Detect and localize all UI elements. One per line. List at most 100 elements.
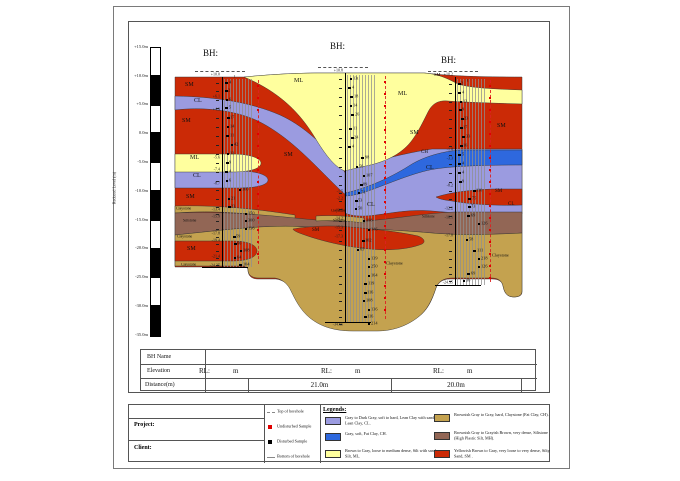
undisturbed-sample-marker [256,193,260,196]
sample-depth-tick [216,145,219,146]
legend-text: Gray, soft, Fat Clay, CH. [345,432,387,437]
scale-bar-segment [150,47,161,76]
rl-label-3: RL: [433,367,444,375]
sample-depth-tick [449,199,452,200]
disturbed-sample-marker [457,82,461,86]
n-value-label: 65 [360,247,365,253]
bottom-of-borehole-line [202,267,248,268]
sample-depth-tick [216,199,219,200]
undisturbed-sample-marker [488,241,492,244]
sample-depth-tick [449,146,452,147]
disturbed-sample-marker [473,249,476,253]
undisturbed-sample-marker [488,109,492,112]
distance-1: 21.0m [310,381,329,389]
disturbed-sample-marker [473,189,476,193]
n-value-label: 50 [358,206,363,212]
n-value-label: 108 [243,248,250,254]
undisturbed-sample-marker [488,145,492,148]
unit-label: ML [190,154,199,161]
sample-depth-tick [216,172,219,173]
sample-depth-tick [216,190,219,191]
scale-tick-label: -30.0m [135,303,148,309]
n-value-label: 13 [462,99,468,105]
scale-tick-label: +15.0m [134,44,148,50]
sample-depth-tick [339,167,342,168]
unit-label: SM [312,227,320,232]
borehole-hatch-line [475,79,476,285]
n-value-label: 18 [353,94,358,100]
n-value-label: 53 [358,198,363,204]
water-table-mark: T [233,75,237,79]
disturbed-sample-marker [367,274,371,278]
scale-tick-label: 0.0m [138,130,148,136]
unit-label: Claystone [177,234,193,239]
unit-label: ML [294,77,303,84]
sample-depth-tick [339,106,342,107]
water-table-mark: T [466,79,470,83]
n-value-label: 108 [366,218,373,224]
elevation-mark: +10.0 [210,72,220,78]
disturbed-sample-marker [477,222,481,226]
legend-text: Yellowish Brown to Gray, very loose to v… [454,449,550,459]
n-value-label: 59 [236,234,241,240]
borehole-hatch-line [374,75,375,322]
disturbed-sample-marker [350,95,353,99]
sample-depth-tick [449,155,452,156]
n-value-label: 73 [471,204,476,210]
undisturbed-sample-marker [256,133,260,136]
disturbed-sample-marker [233,242,237,246]
table-label-bhname: BH Name [147,354,172,360]
sample-depth-tick [339,79,342,80]
disturbed-sample-marker [239,263,242,267]
rl-value-2: m [355,367,361,375]
sample-depth-tick [216,237,219,238]
undisturbed-sample-marker [256,109,260,112]
disturbed-sample-marker [244,227,248,231]
unit-label: SM [495,188,503,193]
project-label: Project: [134,422,155,428]
unit-label: Siltstone [422,214,435,219]
bottom-of-borehole-line [435,285,481,286]
layer-ml-main [243,72,523,172]
borehole-hatch-line [251,79,252,267]
n-value-label: 104 [242,262,250,268]
n-value-label: 111 [476,248,483,254]
disturbed-sample-marker [458,153,461,157]
unit-label: Claystone [176,206,192,211]
scale-bar-segment [150,248,161,278]
sample-depth-tick [216,136,219,137]
disturbed-sample-marker [238,188,242,192]
disturbed-sample-marker [227,205,231,209]
disturbed-sample-marker [227,197,231,201]
scale-tick-label: +10.0m [134,73,148,78]
sample-depth-tick [339,276,342,277]
undisturbed-sample-marker [488,157,492,160]
summary-table: BH Name Elevation Distance(m) RL: m RL: … [140,349,537,392]
disturbed-sample-marker [458,108,462,112]
sample-depth-tick [339,209,342,210]
disturbed-sample-marker [244,212,248,216]
n-value-label: 21 [230,196,236,202]
borehole-title: BH: [203,48,219,58]
n-value-label: 56 [358,164,364,170]
disturbed-sample-marker [355,199,358,203]
unit-label: SM [434,72,441,77]
borehole-hatch-line [484,79,485,285]
disturbed-sample-marker [362,174,366,178]
n-value-label: 69 [470,213,475,219]
n-value-label: 4 [461,161,464,167]
legend-swatch [434,414,450,422]
disturbed-sample-marker [351,136,354,140]
n-value-label: 58 [469,237,474,243]
symbol-label: Disturbed Sample [277,439,308,444]
elevation-mark: -17.8 [444,233,453,239]
disturbed-sample-marker [233,256,237,260]
sample-depth-tick [339,185,342,186]
disturbed-sample-marker [348,86,351,90]
top-of-borehole-line [195,71,245,72]
n-value-label: 6 [228,178,231,184]
undisturbed-sample-line [385,76,386,319]
disturbed-sample-marker [230,143,234,147]
disturbed-sample-marker [354,207,358,211]
n-value-label: 26 [354,112,359,118]
